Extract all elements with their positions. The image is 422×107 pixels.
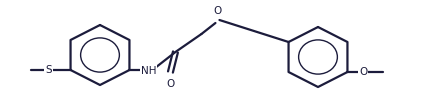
Text: O: O bbox=[359, 67, 368, 77]
Text: NH: NH bbox=[141, 66, 156, 76]
Text: S: S bbox=[45, 65, 52, 75]
Text: O: O bbox=[166, 79, 175, 89]
Text: O: O bbox=[213, 6, 222, 16]
